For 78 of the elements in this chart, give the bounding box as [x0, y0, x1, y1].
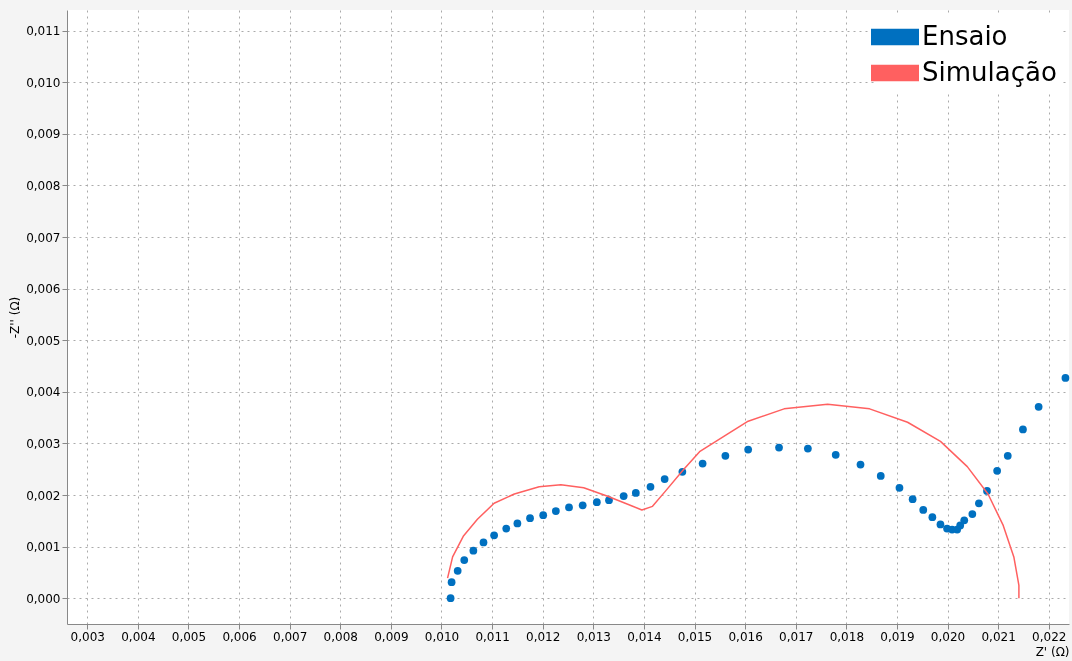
- x-tick-label: 0,008: [323, 629, 358, 644]
- y-tick-label: 0,006: [26, 282, 61, 297]
- y-tick-label: 0,001: [26, 540, 61, 555]
- point: [876, 472, 885, 480]
- point: [446, 594, 455, 603]
- legend-label: Ensaio: [922, 21, 1008, 51]
- y-tick-label: 0,008: [26, 178, 61, 193]
- y-tick-label: 0,005: [26, 333, 61, 348]
- point: [565, 503, 573, 512]
- x-tick-label: 0,007: [272, 629, 308, 644]
- x-tick-label: 0,011: [475, 629, 510, 644]
- y-axis-title: -Z'' (Ω): [8, 296, 23, 339]
- point: [831, 450, 840, 459]
- point: [592, 498, 601, 507]
- point: [578, 501, 587, 510]
- x-tick-label: 0,022: [1032, 629, 1067, 644]
- point: [479, 538, 488, 547]
- point: [936, 520, 945, 529]
- x-tick-label: 0,015: [677, 629, 713, 644]
- y-tick-label: 0,002: [26, 488, 61, 503]
- x-tick-label: 0,017: [779, 629, 814, 644]
- point: [744, 445, 753, 454]
- x-tick-label: 0,016: [728, 629, 763, 644]
- point: [1003, 451, 1012, 460]
- x-tick-label: 0,020: [930, 629, 966, 644]
- y-tick-label: 0,007: [26, 230, 61, 245]
- point: [539, 511, 548, 519]
- x-tick-label: 0,005: [171, 629, 207, 644]
- x-tick-label: 0,012: [526, 629, 561, 644]
- x-tick-label: 0,009: [374, 629, 409, 644]
- y-tick-label: 0,004: [26, 385, 61, 400]
- point: [447, 578, 456, 587]
- x-axis-title: Z' (Ω): [1035, 644, 1070, 659]
- point: [1034, 402, 1043, 411]
- point: [856, 460, 865, 469]
- x-tick-label: 0,019: [880, 629, 915, 644]
- y-tick-label: 0,011: [26, 24, 61, 39]
- point: [804, 444, 812, 453]
- x-tick-label: 0,018: [829, 629, 865, 644]
- y-tick-label: 0,010: [26, 75, 61, 90]
- y-tick-label: 0,009: [26, 127, 61, 142]
- point: [721, 451, 730, 460]
- point: [919, 506, 928, 514]
- point: [660, 475, 669, 483]
- y-tick-label: 0,000: [26, 591, 61, 606]
- point: [895, 483, 904, 492]
- point: [1019, 425, 1027, 434]
- y-tick-label: 0,003: [26, 436, 61, 451]
- x-tick-label: 0,004: [121, 629, 156, 644]
- point: [928, 513, 937, 522]
- x-tick-label: 0,013: [576, 629, 611, 644]
- point: [968, 510, 977, 518]
- x-tick-label: 0,021: [981, 629, 1016, 644]
- point: [551, 507, 560, 515]
- point: [960, 516, 969, 525]
- point: [490, 531, 498, 540]
- x-tick-label: 0,010: [424, 629, 460, 644]
- point: [646, 482, 655, 491]
- point: [956, 521, 965, 530]
- legend-label: Simulação: [922, 57, 1057, 87]
- point: [619, 492, 628, 500]
- point: [975, 499, 983, 508]
- point: [513, 519, 522, 528]
- x-tick-label: 0,003: [70, 629, 105, 644]
- x-tick-label: 0,006: [222, 629, 257, 644]
- point: [469, 546, 478, 555]
- point: [908, 495, 917, 503]
- point: [502, 524, 511, 533]
- point: [775, 443, 783, 452]
- point: [1061, 374, 1070, 382]
- x-tick-label: 0,014: [627, 629, 662, 644]
- line-series: [446, 403, 1020, 599]
- point: [526, 514, 534, 523]
- point: [698, 459, 707, 468]
- point: [993, 466, 1002, 475]
- point: [460, 556, 469, 564]
- point: [631, 489, 640, 497]
- point: [453, 566, 462, 575]
